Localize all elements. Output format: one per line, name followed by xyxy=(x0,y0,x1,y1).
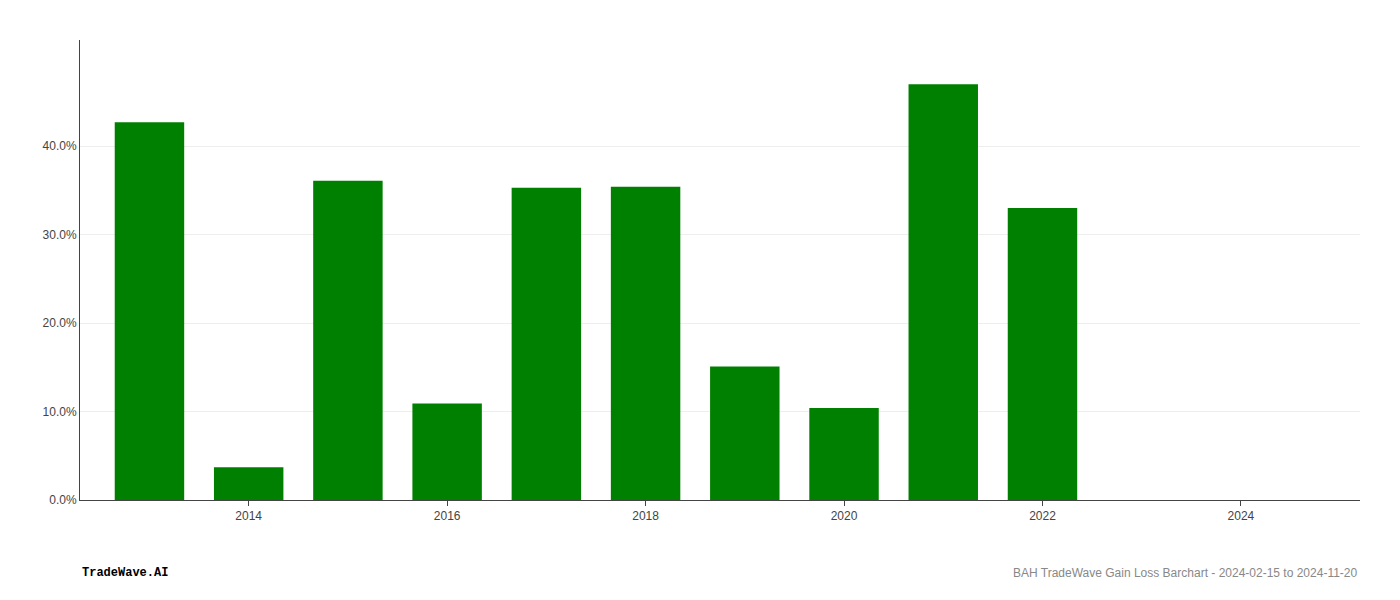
svg-text:10.0%: 10.0% xyxy=(43,405,77,419)
svg-text:20.0%: 20.0% xyxy=(43,316,77,330)
svg-text:2016: 2016 xyxy=(434,509,461,523)
svg-text:2024: 2024 xyxy=(1228,509,1255,523)
svg-text:0.0%: 0.0% xyxy=(49,493,77,507)
svg-text:30.0%: 30.0% xyxy=(43,228,77,242)
svg-text:2020: 2020 xyxy=(831,509,858,523)
svg-text:BAH TradeWave Gain Loss Barcha: BAH TradeWave Gain Loss Barchart - 2024-… xyxy=(1013,566,1358,580)
svg-text:40.0%: 40.0% xyxy=(43,139,77,153)
svg-text:TradeWave.AI: TradeWave.AI xyxy=(82,566,168,580)
svg-text:2018: 2018 xyxy=(632,509,659,523)
svg-text:2014: 2014 xyxy=(235,509,262,523)
svg-text:2022: 2022 xyxy=(1029,509,1056,523)
